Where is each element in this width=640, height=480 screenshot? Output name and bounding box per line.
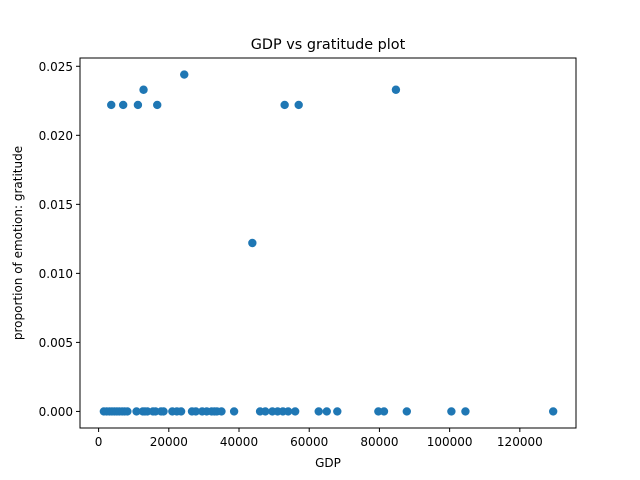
- y-tick-label: 0.020: [39, 129, 73, 143]
- data-point: [139, 85, 148, 94]
- data-point: [391, 85, 401, 94]
- data-point: [548, 407, 558, 416]
- x-axis: 0 20000 40000 60000 80000 100000 120000: [95, 428, 543, 449]
- y-tick-label: 0.015: [39, 198, 73, 212]
- y-tick-label: 0.025: [39, 60, 73, 74]
- data-point: [229, 407, 239, 416]
- data-point: [153, 100, 162, 110]
- data-point: [159, 407, 168, 416]
- data-point: [379, 407, 389, 416]
- data-point: [180, 70, 189, 79]
- x-tick-label: 40000: [220, 435, 258, 449]
- data-point: [191, 407, 201, 416]
- data-point: [447, 407, 456, 416]
- x-axis-label: GDP: [315, 456, 341, 470]
- x-tick-label: 100000: [427, 435, 473, 449]
- y-tick-label: 0.000: [39, 405, 73, 419]
- data-point: [217, 407, 226, 416]
- data-point: [461, 407, 470, 416]
- data-point: [283, 407, 293, 416]
- y-tick-label: 0.005: [39, 336, 73, 350]
- data-point: [248, 238, 257, 248]
- data-point: [133, 100, 143, 110]
- x-tick-label: 20000: [150, 435, 188, 449]
- y-axis: 0.000 0.005 0.010 0.015 0.020 0.025: [39, 60, 80, 419]
- x-tick-label: 80000: [360, 435, 398, 449]
- data-point: [290, 407, 300, 416]
- data-point: [261, 407, 270, 416]
- points-layer: [99, 70, 558, 416]
- data-point: [314, 407, 323, 416]
- data-point: [402, 407, 412, 416]
- y-tick-label: 0.010: [39, 267, 73, 281]
- chart-title: GDP vs gratitude plot: [251, 37, 406, 53]
- data-point: [132, 407, 141, 416]
- data-point: [294, 100, 303, 110]
- data-point: [123, 407, 132, 416]
- data-point: [333, 407, 342, 416]
- x-tick-label: 0: [95, 435, 103, 449]
- y-axis-label: proportion of emotion: gratitude: [11, 146, 25, 340]
- x-tick-label: 120000: [497, 435, 543, 449]
- x-tick-label: 60000: [290, 435, 328, 449]
- data-point: [118, 100, 128, 110]
- data-point: [322, 407, 331, 416]
- data-point: [176, 407, 186, 416]
- plot-frame: [79, 57, 577, 429]
- data-point: [107, 100, 116, 110]
- data-point: [280, 100, 289, 110]
